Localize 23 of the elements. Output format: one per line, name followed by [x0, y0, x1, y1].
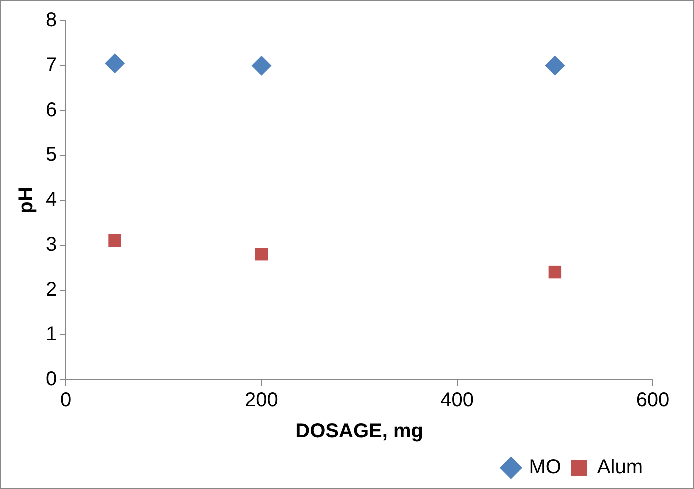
legend-label: Alum: [597, 456, 644, 479]
y-tick-label: 4: [46, 189, 58, 212]
y-tick-label: 7: [46, 54, 58, 76]
point: [255, 248, 268, 261]
point: [548, 266, 562, 279]
point: [252, 56, 272, 76]
x-tick-label: 200: [245, 390, 278, 412]
point: [105, 54, 126, 74]
point: [108, 234, 122, 248]
x-axis-title: DOSAGE, mg: [296, 420, 424, 443]
y-tick-label: 2: [46, 278, 58, 301]
y-tick-label: 1: [46, 324, 58, 346]
x-tick-label: 0: [60, 390, 72, 412]
y-tick-label: 6: [46, 99, 58, 122]
y-tick-label: 0: [46, 368, 58, 391]
legend-label: MO: [529, 456, 562, 479]
y-tick-label: 8: [46, 10, 58, 32]
x-tick-label: 400: [440, 390, 474, 412]
x-tick-label: 600: [636, 390, 670, 412]
y-tick-label: 5: [46, 144, 58, 166]
y-axis-title: pH: [16, 187, 38, 214]
point: [545, 56, 566, 76]
y-tick-label: 3: [46, 234, 58, 256]
